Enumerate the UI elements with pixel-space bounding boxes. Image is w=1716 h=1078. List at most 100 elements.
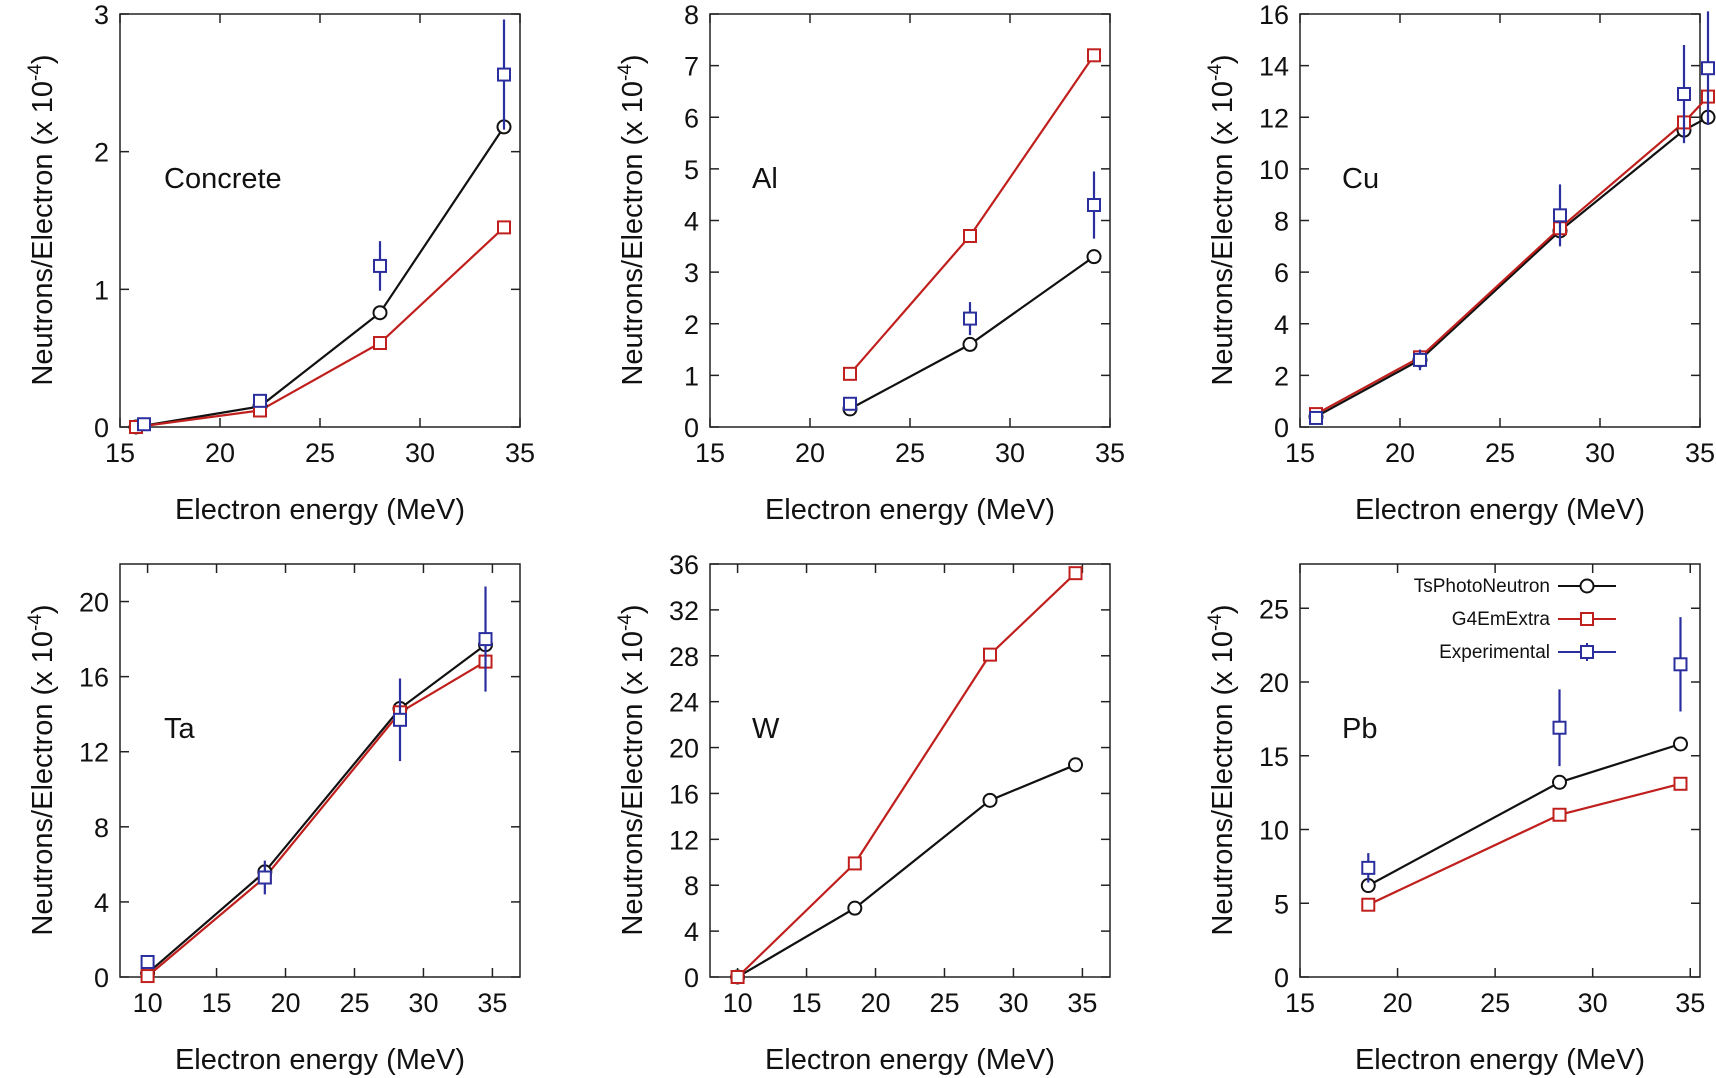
y-tick-label: 16	[669, 779, 699, 809]
y-tick-label: 20	[669, 734, 699, 764]
x-axis-label: Electron energy (MeV)	[765, 1044, 1055, 1076]
material-label-w: W	[752, 713, 780, 745]
y-tick-label: 4	[684, 207, 699, 237]
data-point-g4em	[1068, 566, 1083, 581]
data-point-exp	[1309, 410, 1323, 425]
data-point-exp	[1677, 87, 1691, 102]
legend: TsPhotoNeutron G4EmExtra Experimental	[1414, 576, 1616, 663]
material-label-concrete: Concrete	[164, 163, 282, 195]
x-tick-label: 15	[105, 438, 135, 468]
data-point-exp	[1701, 61, 1715, 76]
x-tick-label: 20	[860, 988, 890, 1018]
y-tick-label: 7	[684, 52, 699, 82]
y-tick-label: 3	[684, 258, 699, 288]
x-tick-label: 30	[998, 988, 1028, 1018]
y-tick-label: 0	[684, 963, 699, 993]
y-tick-label: 2	[684, 310, 699, 340]
panel-cu: Cu Electron energy (MeV) Neutrons/Electr…	[1205, 0, 1716, 526]
y-tick-label: 25	[1259, 594, 1289, 624]
plot-marks: 15 20 25 30 35 0 2 4 6 8 10 12 14 16	[1259, 0, 1716, 468]
x-tick-label: 25	[305, 438, 335, 468]
x-tick-label: 35	[1685, 438, 1715, 468]
legend-marker-square	[1580, 612, 1594, 626]
x-tick-label: 30	[1578, 988, 1608, 1018]
y-tick-label: 5	[684, 155, 699, 185]
y-tick-label: 2	[94, 138, 109, 168]
data-point-exp	[1087, 198, 1101, 213]
data-point-exp	[140, 954, 155, 969]
x-axis-label: Electron energy (MeV)	[1355, 494, 1645, 526]
data-point-g4em	[497, 220, 511, 235]
data-point-exp	[478, 632, 493, 647]
data-point-g4em	[1361, 897, 1376, 912]
legend-entry-g4emextra: G4EmExtra	[1452, 609, 1616, 630]
data-point-g4em	[983, 647, 997, 662]
x-tick-label: 20	[795, 438, 825, 468]
data-point-g4em	[1087, 48, 1101, 63]
x-tick-label: 20	[270, 988, 300, 1018]
data-point-tsphoto	[962, 336, 978, 352]
y-tick-label: 8	[1274, 207, 1289, 237]
y-tick-label: 16	[1259, 0, 1289, 30]
data-point-exp	[253, 393, 267, 408]
plot-frame	[709, 563, 1111, 978]
data-point-exp	[843, 396, 857, 411]
series-line-tsphoto	[1367, 742, 1681, 887]
data-point-tsphoto	[1672, 736, 1688, 752]
series-line-g4em	[849, 54, 1095, 375]
y-tick-label: 32	[669, 596, 699, 626]
data-point-g4em	[1552, 807, 1567, 822]
panel-concrete: Concrete Electron energy (MeV) Neutrons/…	[25, 0, 535, 526]
material-label-cu: Cu	[1342, 163, 1379, 195]
x-tick-label: 35	[1095, 438, 1125, 468]
x-axis-label: Electron energy (MeV)	[1355, 1044, 1645, 1076]
y-tick-label: 14	[1259, 52, 1289, 82]
data-point-g4em	[843, 366, 857, 381]
material-label-pb: Pb	[1342, 713, 1377, 745]
x-tick-label: 25	[339, 988, 369, 1018]
plot-marks: 15 20 25 30 35 0 1 2 3	[94, 0, 535, 468]
y-tick-label: 28	[669, 642, 699, 672]
x-tick-label: 10	[723, 988, 753, 1018]
series-line-g4em	[135, 226, 505, 429]
data-point-exp	[257, 870, 272, 885]
series-line-tsphoto	[737, 763, 1076, 978]
data-point-tsphoto	[1068, 757, 1084, 773]
data-point-g4em	[963, 228, 977, 243]
data-point-exp	[393, 712, 407, 727]
x-tick-label: 20	[205, 438, 235, 468]
x-tick-label: 15	[792, 988, 822, 1018]
x-tick-label: 20	[1385, 438, 1415, 468]
material-label-ta: Ta	[164, 713, 196, 745]
y-tick-label: 4	[1274, 310, 1289, 340]
y-tick-label: 3	[94, 0, 109, 30]
y-axis-label: Neutrons/Electron (x 10-4)	[25, 604, 59, 935]
plot-frame	[1299, 563, 1701, 978]
series-line-g4em	[1315, 95, 1709, 416]
panel-pb: Pb Electron energy (MeV) Neutrons/Electr…	[1205, 563, 1705, 1076]
x-tick-label: 25	[1485, 438, 1515, 468]
data-point-tsphoto	[1552, 774, 1568, 790]
x-axis-label: Electron energy (MeV)	[765, 494, 1055, 526]
data-point-exp	[1553, 208, 1567, 223]
x-tick-label: 15	[202, 988, 232, 1018]
data-point-exp	[373, 258, 387, 273]
data-point-g4em	[373, 336, 387, 351]
plot-frame	[709, 13, 1111, 428]
y-tick-label: 4	[94, 888, 109, 918]
data-point-g4em	[140, 969, 155, 984]
data-point-exp	[137, 417, 151, 432]
plot-frame	[119, 563, 521, 978]
data-point-g4em	[730, 970, 745, 984]
y-tick-label: 0	[1274, 413, 1289, 443]
y-tick-label: 15	[1259, 742, 1289, 772]
panel-al: Al Electron energy (MeV) Neutrons/Electr…	[615, 0, 1125, 526]
data-point-tsphoto	[372, 305, 388, 321]
series-line-tsphoto	[146, 643, 487, 975]
x-tick-label: 15	[1285, 438, 1315, 468]
y-tick-label: 8	[684, 0, 699, 30]
y-tick-label: 1	[684, 361, 699, 391]
legend-label: G4EmExtra	[1452, 609, 1551, 630]
data-point-tsphoto	[1086, 249, 1102, 265]
